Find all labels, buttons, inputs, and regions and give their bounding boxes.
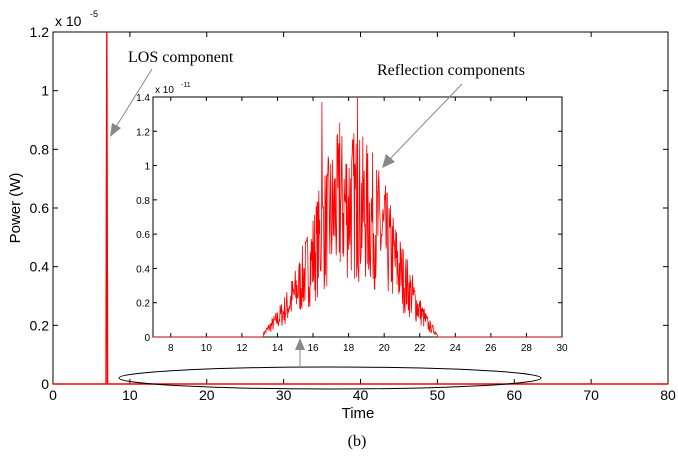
- inset-x-tick-label: 12: [236, 343, 248, 354]
- main-y-multiplier: x 10: [55, 13, 82, 29]
- figure-caption: (b): [348, 433, 367, 450]
- inset-x-tick-label: 24: [450, 343, 462, 354]
- y-axis-label: Power (W): [7, 173, 24, 244]
- main-y-tick-label: 0.2: [30, 317, 50, 333]
- los-series-line: [53, 31, 668, 385]
- reflection-annotation: Reflection components: [377, 62, 525, 79]
- main-x-tick-label: 70: [583, 387, 599, 403]
- reflection-series-line: [153, 96, 562, 338]
- main-x-tick-label: 20: [199, 387, 215, 403]
- inset-x-tick-label: 10: [201, 343, 213, 354]
- inset-x-tick-label: 20: [379, 343, 391, 354]
- main-x-tick-label: 10: [122, 387, 138, 403]
- main-x-tick-label: 40: [353, 387, 369, 403]
- inset-y-tick-label: 0.8: [136, 196, 150, 207]
- inset-x-tick-label: 16: [307, 343, 319, 354]
- los-arrow-line: [113, 68, 153, 131]
- main-series: [53, 31, 668, 385]
- main-x-tick-label: 30: [276, 387, 292, 403]
- inset-y-multiplier-exp: -11: [181, 82, 191, 89]
- inset-x-tick-label: 28: [521, 343, 533, 354]
- inset-y-tick-label: 1.4: [136, 93, 150, 104]
- main-y-tick-label: 0.6: [30, 200, 50, 216]
- main-y-tick-label: 0.4: [30, 259, 50, 275]
- inset-y-tick-label: 0.4: [136, 264, 150, 275]
- inset-ticks: 8 10 12 14 16 18 20 22 24 26 28 30 0 0.2 0.4 0.6 0.8 1 1.2…: [136, 93, 568, 354]
- inset-x-tick-label: 14: [272, 343, 284, 354]
- main-y-multiplier-exp: -5: [90, 9, 98, 19]
- main-y-tick-label: 1: [41, 83, 49, 99]
- los-annotation: LOS component: [128, 49, 234, 66]
- los-arrow-head: [110, 123, 121, 137]
- main-x-tick-label: 80: [660, 387, 676, 403]
- main-y-tick-label: 1.2: [30, 24, 50, 40]
- reflection-region-ellipse: [118, 366, 542, 390]
- reflection-arrow-head: [382, 154, 395, 168]
- main-x-tick-label: 0: [49, 387, 57, 403]
- inset-y-tick-label: 0: [144, 333, 150, 344]
- main-y-tick-label: 0.8: [30, 141, 50, 157]
- x-axis-label: Time: [342, 405, 375, 422]
- inset-y-tick-label: 0.6: [136, 230, 150, 241]
- main-x-tick-label: 60: [506, 387, 522, 403]
- inset-y-tick-label: 0.2: [136, 299, 150, 310]
- inset-x-tick-label: 18: [343, 343, 355, 354]
- inset-x-tick-label: 26: [485, 343, 497, 354]
- main-x-tick-label: 50: [430, 387, 446, 403]
- ellipse-arrow-head: [295, 338, 305, 350]
- inset-x-tick-label: 30: [556, 343, 568, 354]
- inset-y-multiplier: x 10: [155, 85, 174, 96]
- inset-x-tick-label: 22: [414, 343, 426, 354]
- inset-y-tick-label: 1: [144, 162, 150, 173]
- main-y-tick-label: 0: [41, 376, 49, 392]
- inset-y-tick-label: 1.2: [136, 127, 150, 138]
- reflection-arrow-line: [387, 83, 463, 162]
- inset-x-tick-label: 8: [168, 343, 174, 354]
- inset-series: [153, 96, 562, 338]
